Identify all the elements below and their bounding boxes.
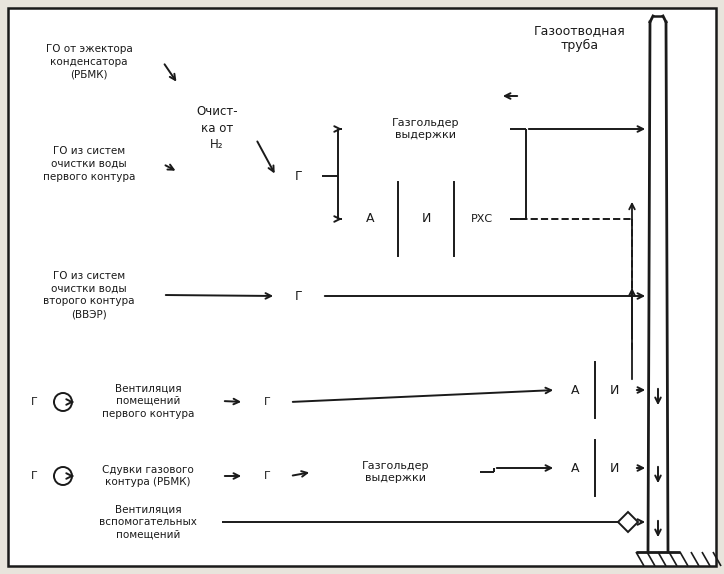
Polygon shape bbox=[618, 512, 638, 532]
Text: РХС: РХС bbox=[471, 214, 493, 224]
Bar bbox=[312, 438, 480, 506]
Bar bbox=[15, 450, 53, 502]
Text: И: И bbox=[421, 212, 431, 226]
Bar bbox=[15, 376, 53, 428]
Text: Газгольдер
выдержки: Газгольдер выдержки bbox=[392, 118, 460, 141]
Text: ГО из систем
очистки воды
второго контура
(ВВЭР): ГО из систем очистки воды второго контур… bbox=[43, 271, 135, 319]
Text: Вентиляция
помещений
первого контура: Вентиляция помещений первого контура bbox=[102, 383, 194, 419]
Text: Г: Г bbox=[295, 289, 303, 302]
Text: А: А bbox=[366, 212, 374, 226]
Text: А: А bbox=[571, 383, 579, 397]
Text: ГО из систем
очистки воды
первого контура: ГО из систем очистки воды первого контур… bbox=[43, 146, 135, 182]
Bar bbox=[244, 376, 290, 428]
Text: А: А bbox=[571, 461, 579, 475]
Text: Сдувки газового
контура (РБМК): Сдувки газового контура (РБМК) bbox=[102, 464, 194, 487]
Bar bbox=[15, 238, 163, 352]
Bar bbox=[15, 18, 163, 106]
Bar bbox=[276, 148, 322, 204]
Bar bbox=[336, 82, 516, 262]
Bar bbox=[244, 450, 290, 502]
Bar bbox=[276, 268, 322, 324]
Bar bbox=[556, 362, 634, 418]
Bar bbox=[74, 360, 222, 442]
Text: Очист-
ка от
H₂: Очист- ка от H₂ bbox=[196, 105, 237, 151]
Text: Г: Г bbox=[30, 397, 38, 407]
Text: Г: Г bbox=[264, 471, 270, 481]
Text: Г: Г bbox=[264, 397, 270, 407]
Text: Газгольдер
выдержки: Газгольдер выдержки bbox=[362, 460, 430, 483]
Text: Вентиляция
вспомогательных
помещений: Вентиляция вспомогательных помещений bbox=[99, 504, 197, 540]
Bar bbox=[15, 120, 163, 208]
Text: Газоотводная
труба: Газоотводная труба bbox=[534, 24, 626, 52]
Bar bbox=[556, 440, 634, 496]
Text: Г: Г bbox=[30, 471, 38, 481]
Text: Г: Г bbox=[295, 169, 303, 183]
Text: ГО от эжектора
конденсатора
(РБМК): ГО от эжектора конденсатора (РБМК) bbox=[46, 44, 132, 80]
Bar bbox=[178, 18, 256, 238]
Bar bbox=[342, 182, 510, 256]
Text: И: И bbox=[610, 383, 619, 397]
Bar bbox=[342, 88, 510, 170]
Bar bbox=[74, 486, 222, 558]
Bar bbox=[74, 442, 222, 510]
Text: И: И bbox=[610, 461, 619, 475]
